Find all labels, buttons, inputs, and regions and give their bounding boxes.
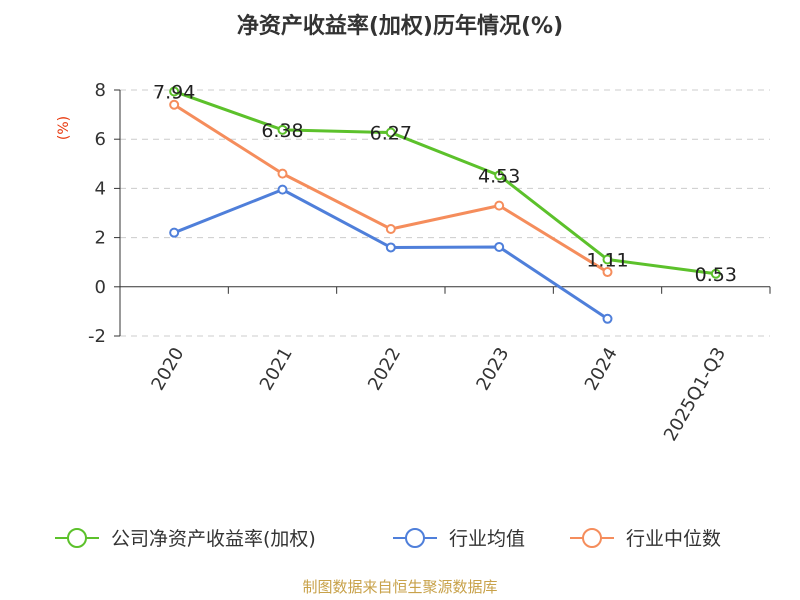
legend-marker	[67, 528, 87, 548]
y-tick-label: -2	[88, 326, 106, 347]
series-0	[169, 86, 721, 279]
data-point	[169, 227, 180, 238]
data-label: 1.11	[586, 249, 628, 271]
x-tick-label: 2020	[147, 344, 188, 394]
data-label: 4.53	[478, 165, 520, 187]
x-tick-label: 2023	[472, 344, 513, 394]
data-point	[385, 242, 396, 253]
legend: 公司净资产收益率(加权) 行业均值 行业中位数	[55, 528, 721, 550]
x-tick-label: 2025Q1-Q3	[660, 344, 730, 445]
legend-item-1: 行业均值	[393, 528, 525, 550]
source-note: 制图数据来自恒生聚源数据库	[302, 578, 497, 596]
legend-marker	[405, 528, 425, 548]
grid-lines	[120, 89, 770, 337]
y-tick-label: 8	[95, 80, 106, 101]
axes: -2 0 2 4 6 8 2020 2021 2022 2023 2024 2025Q1-Q3	[88, 80, 771, 445]
data-label: 6.27	[370, 123, 412, 145]
data-point	[169, 99, 180, 110]
legend-marker	[582, 528, 602, 548]
data-point	[494, 200, 505, 211]
legend-item-2: 行业中位数	[570, 528, 721, 550]
y-tick-label: 6	[95, 129, 106, 150]
y-tick-label: 2	[95, 228, 106, 249]
series-2	[169, 99, 613, 278]
x-tick-label: 2021	[256, 344, 297, 394]
y-tick-label: 0	[95, 277, 106, 298]
data-point	[385, 223, 396, 234]
y-tick-label: 4	[95, 178, 106, 199]
series-layer	[169, 86, 721, 324]
data-point	[277, 124, 288, 135]
data-point	[385, 127, 396, 138]
series-1	[169, 184, 613, 324]
data-point	[602, 254, 613, 265]
data-point	[494, 170, 505, 181]
legend-label: 公司净资产收益率(加权)	[111, 528, 316, 550]
y-axis-unit: (%)	[56, 116, 72, 140]
series-line-0	[173, 90, 717, 276]
data-label: 6.38	[261, 120, 303, 142]
data-point	[602, 267, 613, 278]
chart-title: 净资产收益率(加权)历年情况(%)	[237, 13, 563, 39]
legend-label: 行业均值	[449, 528, 525, 550]
data-labels: 7.94 6.38 6.27 4.53 1.11 0.53	[153, 81, 737, 285]
data-label: 0.53	[695, 264, 737, 286]
legend-item-0: 公司净资产收益率(加权)	[55, 528, 316, 550]
data-point	[277, 168, 288, 179]
data-point	[602, 313, 613, 324]
legend-label: 行业中位数	[626, 528, 721, 550]
data-point	[277, 184, 288, 195]
data-point	[169, 86, 180, 97]
data-point	[710, 268, 721, 279]
data-point	[494, 241, 505, 252]
data-label: 7.94	[153, 81, 195, 103]
x-tick-label: 2022	[364, 344, 405, 394]
x-tick-label: 2024	[581, 344, 622, 394]
